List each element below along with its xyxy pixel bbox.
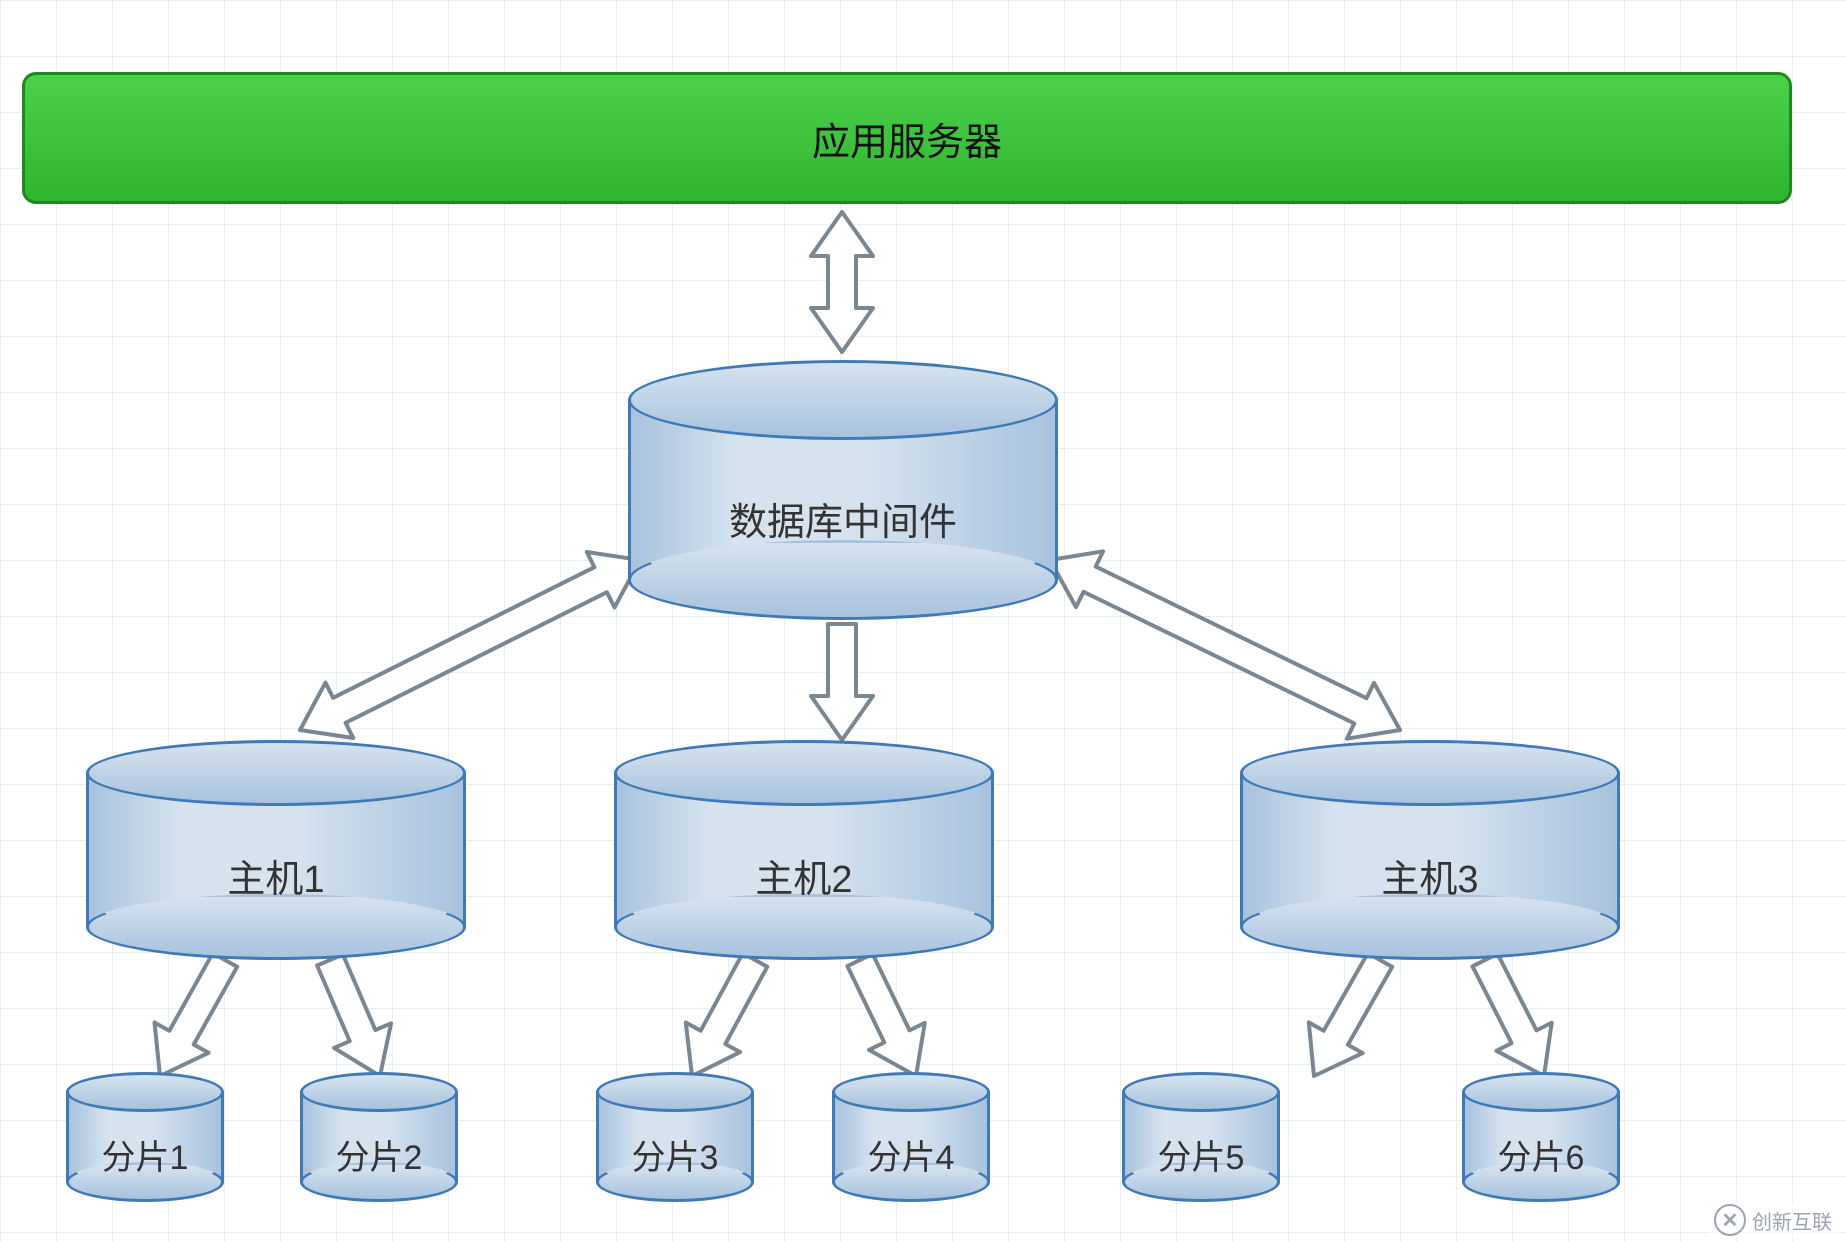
app-server-box: 应用服务器 [22, 72, 1792, 204]
diagram-canvas: 应用服务器 数据库中间件主机1主机2主机3分片1分片2分片3分片4分片5分片6 … [0, 0, 1846, 1242]
shard-cylinder-2-label: 分片2 [300, 1130, 458, 1179]
watermark: ✕ 创新互联 [1708, 1202, 1838, 1238]
host-cylinder-1-label: 主机1 [86, 848, 466, 903]
shard-cylinder-4: 分片4 [832, 1072, 990, 1202]
host-cylinder-2: 主机2 [614, 740, 994, 960]
shard-cylinder-3: 分片3 [596, 1072, 754, 1202]
shard-cylinder-3-label: 分片3 [596, 1130, 754, 1179]
host-cylinder-1: 主机1 [86, 740, 466, 960]
host-cylinder-3-label: 主机3 [1240, 848, 1620, 903]
watermark-logo-icon: ✕ [1714, 1204, 1746, 1236]
shard-cylinder-4-label: 分片4 [832, 1130, 990, 1179]
host-cylinder-3: 主机3 [1240, 740, 1620, 960]
shard-cylinder-6: 分片6 [1462, 1072, 1620, 1202]
app-server-label: 应用服务器 [812, 111, 1002, 166]
shard-cylinder-1-label: 分片1 [66, 1130, 224, 1179]
shard-cylinder-5: 分片5 [1122, 1072, 1280, 1202]
watermark-text: 创新互联 [1752, 1206, 1832, 1235]
middleware-cylinder: 数据库中间件 [628, 360, 1058, 620]
shard-cylinder-2: 分片2 [300, 1072, 458, 1202]
shard-cylinder-6-label: 分片6 [1462, 1130, 1620, 1179]
shard-cylinder-1: 分片1 [66, 1072, 224, 1202]
shard-cylinder-5-label: 分片5 [1122, 1130, 1280, 1179]
middleware-cylinder-label: 数据库中间件 [628, 491, 1058, 546]
host-cylinder-2-label: 主机2 [614, 848, 994, 903]
